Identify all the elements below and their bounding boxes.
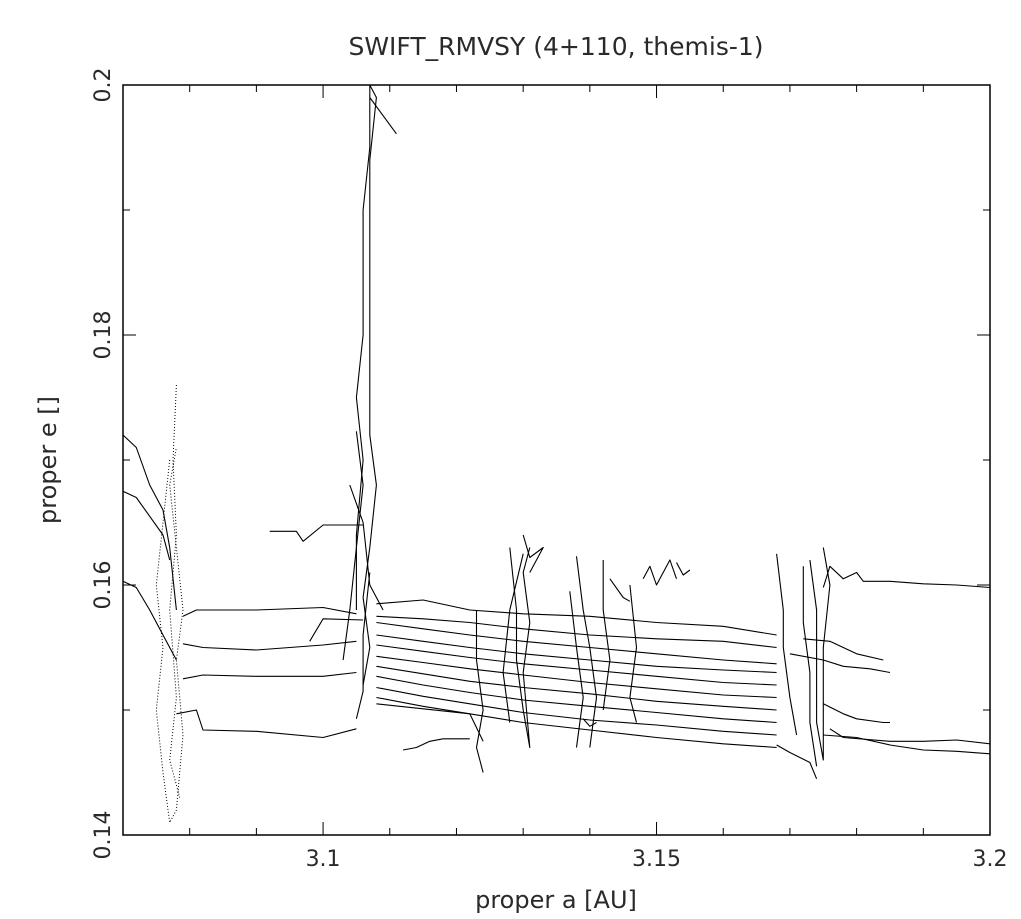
series-line-9 — [176, 709, 357, 739]
chart-title: SWIFT_RMVSY (4+110, themis-1) — [348, 32, 763, 61]
series-line-49 — [823, 734, 991, 755]
y-tick-label: 0.18 — [91, 311, 116, 360]
series-line-34 — [575, 556, 598, 748]
series-line-36 — [609, 578, 631, 602]
plot-frame — [122, 84, 991, 836]
series-line-35 — [602, 560, 611, 711]
series-line-46 — [803, 638, 884, 661]
series-line-17 — [376, 599, 777, 636]
series-line-47 — [823, 703, 890, 724]
series-line-37 — [629, 584, 638, 723]
series-line-10 — [309, 618, 364, 642]
series-line-14 — [342, 431, 364, 661]
tick-labels: 3.1 3.15 3.2 0.14 0.16 0.18 0.2 — [91, 68, 1008, 873]
series-line-15 — [349, 484, 384, 611]
series-line-26 — [376, 696, 777, 749]
y-tick-label: 0.2 — [91, 68, 116, 103]
series-line-48 — [829, 728, 991, 745]
series-line-50 — [776, 744, 818, 780]
series-line-18 — [376, 615, 777, 649]
series-line-33 — [569, 591, 584, 748]
series-line-13 — [369, 97, 397, 135]
series-line-7 — [182, 640, 357, 651]
series-line-39 — [676, 562, 691, 576]
series-line-27 — [376, 703, 484, 742]
series-line-41 — [776, 553, 798, 736]
series-line-1 — [122, 434, 177, 611]
y-tick-label: 0.14 — [91, 811, 116, 860]
series-line-22 — [376, 655, 777, 699]
x-tick-label: 3.15 — [632, 847, 681, 872]
series-line-45 — [789, 653, 891, 674]
series-line-20 — [376, 634, 777, 674]
series-line-30 — [509, 547, 531, 749]
x-tick-label: 3.1 — [306, 847, 341, 872]
series-line-4 — [155, 447, 184, 823]
series-line-6 — [182, 606, 357, 617]
x-axis-label: proper a [AU] — [475, 886, 637, 914]
y-tick-label: 0.16 — [91, 561, 116, 610]
series-line-31 — [522, 534, 544, 573]
series-line-29 — [475, 610, 484, 773]
series-line-42 — [802, 566, 818, 767]
y-axis-label: proper e [] — [34, 396, 62, 524]
series-line-2 — [122, 490, 171, 561]
series-line-21 — [376, 644, 777, 686]
x-tick-label: 3.2 — [973, 847, 1008, 872]
series-line-16 — [355, 572, 371, 719]
series-line-28 — [402, 738, 470, 751]
series-line-12 — [355, 84, 377, 686]
series-line-40 — [582, 718, 597, 727]
data-series — [122, 84, 991, 823]
series-line-5 — [169, 384, 181, 798]
series-line-38 — [642, 559, 678, 586]
axis-ticks — [122, 84, 991, 836]
series-line-43 — [809, 547, 831, 761]
series-line-8 — [182, 671, 357, 680]
series-line-11 — [269, 524, 364, 542]
series-line-19 — [376, 621, 777, 665]
series-line-3 — [122, 580, 177, 661]
series-line-25 — [376, 686, 777, 736]
series-line-44 — [822, 565, 991, 589]
series-line-32 — [502, 553, 524, 723]
series-line-24 — [376, 675, 777, 724]
series-line-23 — [376, 665, 777, 711]
